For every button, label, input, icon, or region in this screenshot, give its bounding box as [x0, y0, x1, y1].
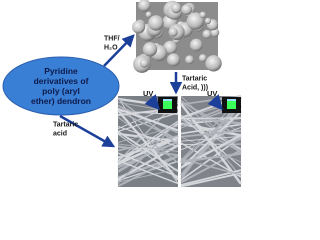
fibre	[117, 130, 179, 172]
sphere	[132, 20, 146, 34]
fibre	[117, 143, 179, 152]
sphere	[205, 55, 222, 72]
sem-spheres	[132, 0, 222, 73]
sphere	[142, 42, 158, 57]
sphere	[167, 53, 181, 67]
sphere	[139, 58, 149, 68]
sphere	[138, 0, 151, 12]
fibre	[117, 98, 179, 146]
sphere	[168, 27, 178, 37]
fibre	[117, 159, 179, 185]
edge-label: Tartaric Acid, )))	[182, 76, 208, 92]
fibre	[180, 172, 242, 188]
node-label: Pyridine derivatives of poly (aryl ether) d…	[31, 66, 91, 106]
fibre	[117, 133, 179, 178]
fibre	[180, 101, 242, 133]
graphical-abstract: UV UV Pyridine derivatives of poly (aryl et…	[2, 0, 242, 188]
sphere	[199, 11, 207, 19]
fibre	[117, 140, 179, 169]
fibre	[117, 109, 179, 181]
uv-arrow	[207, 94, 223, 111]
arrow	[59, 114, 116, 148]
fibre	[180, 136, 242, 163]
uv-inset-left	[158, 97, 177, 113]
sem-fibres-right	[180, 95, 242, 188]
sphere	[148, 15, 164, 31]
fibre	[117, 155, 179, 188]
fibre	[180, 152, 242, 163]
sphere	[189, 38, 203, 52]
uv-inset-right	[222, 97, 241, 113]
fibre	[117, 152, 179, 178]
fibre	[117, 110, 179, 141]
fibre	[117, 116, 179, 164]
fibre	[117, 132, 179, 143]
uv-label: UV	[143, 89, 153, 98]
sphere	[204, 17, 212, 25]
fibre	[117, 168, 179, 183]
fibre	[180, 129, 242, 138]
fibre	[117, 120, 179, 185]
sphere	[186, 12, 205, 30]
sphere	[145, 11, 152, 18]
uv-arrow	[144, 94, 160, 111]
fibre	[180, 117, 242, 120]
arrow	[103, 34, 135, 67]
fibre	[180, 101, 242, 154]
fibre	[180, 123, 242, 135]
uv-label: UV	[207, 89, 217, 98]
sphere	[185, 55, 194, 65]
edge-label: THF/H₂O	[104, 36, 120, 52]
edge-label: Tartaric acid	[53, 122, 78, 138]
fibre	[180, 110, 242, 169]
fibre	[117, 126, 179, 148]
sphere	[181, 4, 193, 15]
sphere	[170, 2, 182, 14]
sphere	[202, 29, 212, 39]
node-ellipse	[2, 56, 120, 116]
sphere	[198, 54, 207, 62]
fibre	[117, 107, 179, 132]
